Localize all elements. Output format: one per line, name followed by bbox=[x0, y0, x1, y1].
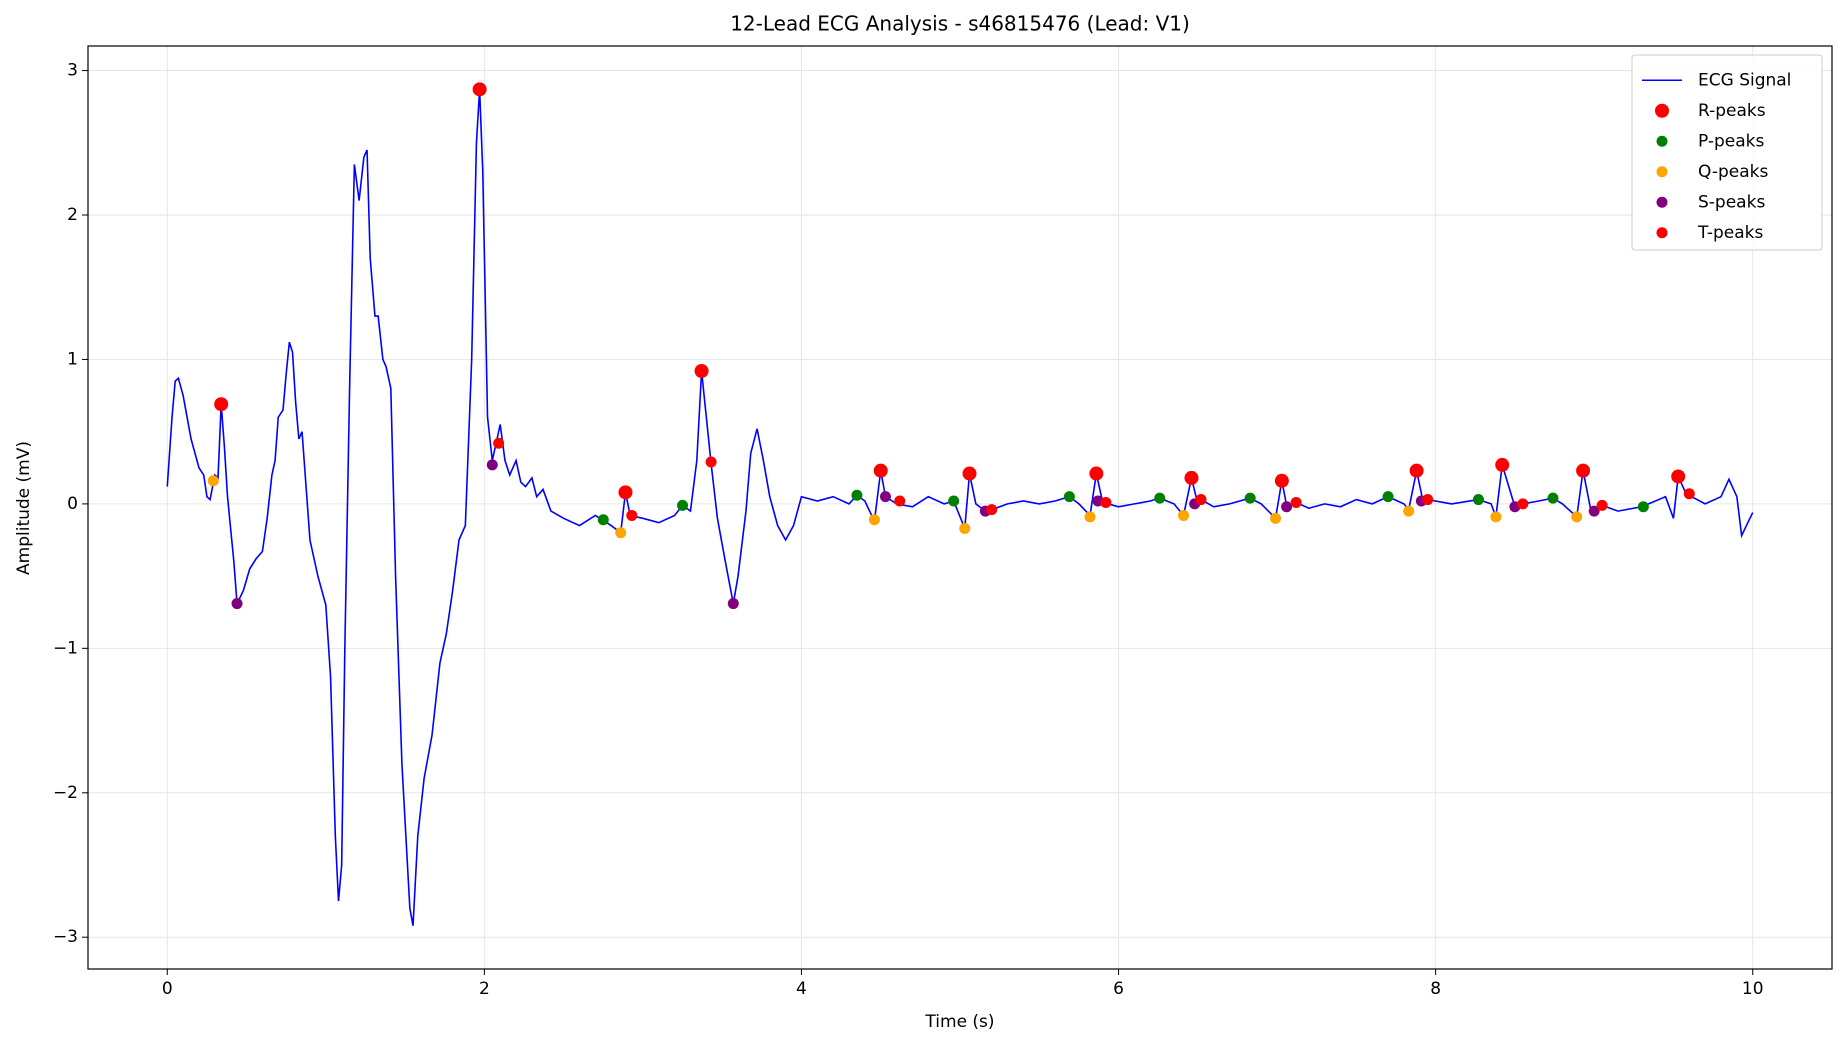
peak-marker bbox=[1281, 501, 1293, 513]
peak-marker bbox=[626, 509, 638, 521]
peak-marker bbox=[851, 489, 863, 501]
peak-marker bbox=[1195, 494, 1207, 506]
legend-label: ECG Signal bbox=[1698, 70, 1791, 90]
peak-marker bbox=[1490, 511, 1502, 523]
peak-marker bbox=[677, 499, 689, 511]
legend-label: P-peaks bbox=[1698, 131, 1765, 151]
peak-marker bbox=[472, 82, 487, 97]
peak-marker bbox=[894, 495, 906, 507]
peak-marker bbox=[1576, 463, 1591, 478]
plot-frame bbox=[87, 45, 1833, 970]
grid bbox=[88, 46, 1832, 969]
peak-marker bbox=[868, 514, 880, 526]
peak-marker bbox=[1178, 509, 1190, 521]
legend-box bbox=[1631, 54, 1823, 251]
peak-marker bbox=[962, 466, 977, 481]
y-tick-label: 3 bbox=[67, 61, 78, 81]
y-axis-label: Amplitude (mV) bbox=[14, 441, 34, 575]
peak-marker bbox=[618, 485, 633, 500]
peak-marker bbox=[1637, 501, 1649, 513]
peak-marker bbox=[1382, 491, 1394, 503]
peak-marker bbox=[1517, 498, 1529, 510]
peak-marker bbox=[879, 491, 891, 503]
x-tick-label: 6 bbox=[1113, 979, 1124, 999]
peak-marker bbox=[1184, 470, 1199, 485]
legend-swatch bbox=[1656, 196, 1668, 208]
peak-marker bbox=[1154, 492, 1166, 504]
peak-marker bbox=[1547, 492, 1559, 504]
peak-marker bbox=[694, 364, 709, 378]
x-tick-label: 4 bbox=[796, 979, 807, 999]
peak-marker bbox=[486, 459, 498, 471]
peak-marker bbox=[1422, 494, 1434, 506]
peak-marker bbox=[1084, 511, 1096, 523]
peak-marker bbox=[1270, 512, 1282, 524]
peak-marker bbox=[873, 463, 888, 478]
legend-swatch bbox=[1656, 227, 1668, 239]
chart-title: 12-Lead ECG Analysis - s46815476 (Lead: … bbox=[730, 12, 1190, 36]
legend-label: T-peaks bbox=[1697, 223, 1763, 243]
peak-marker bbox=[1588, 505, 1600, 517]
legend-swatch bbox=[1656, 135, 1668, 147]
peak-marker bbox=[727, 598, 739, 610]
peak-marker bbox=[948, 495, 960, 507]
legend-label: Q-peaks bbox=[1698, 162, 1769, 182]
y-tick-label: 1 bbox=[67, 349, 78, 369]
peak-marker bbox=[231, 598, 243, 610]
legend-swatch bbox=[1656, 166, 1668, 178]
peak-marker bbox=[1244, 492, 1256, 504]
peak-marker bbox=[615, 527, 627, 539]
peak-marker bbox=[207, 475, 219, 487]
peak-marker bbox=[1290, 496, 1302, 508]
peak-marker bbox=[1683, 488, 1695, 500]
peak-marker bbox=[1596, 499, 1608, 511]
y-tick-label: −1 bbox=[53, 638, 78, 658]
peak-marker bbox=[597, 514, 609, 526]
peak-marker bbox=[1495, 457, 1510, 472]
y-tick-label: 0 bbox=[67, 494, 78, 514]
x-tick-label: 2 bbox=[479, 979, 490, 999]
peak-marker bbox=[705, 456, 717, 468]
peak-marker bbox=[493, 437, 505, 449]
peak-marker bbox=[1472, 494, 1484, 506]
peak-marker bbox=[1671, 469, 1686, 484]
legend: ECG Signal R-peaks P-peaks Q-peaks S-peaks T-… bbox=[1631, 54, 1823, 251]
x-tick-label: 0 bbox=[162, 979, 173, 999]
legend-label: R-peaks bbox=[1698, 101, 1766, 121]
y-tick-label: −2 bbox=[53, 783, 78, 803]
peak-marker bbox=[1089, 466, 1104, 481]
peak-marker bbox=[986, 504, 998, 516]
legend-swatch bbox=[1655, 103, 1669, 118]
x-axis-label: Time (s) bbox=[924, 1012, 994, 1032]
peak-marker bbox=[1571, 511, 1583, 523]
peak-marker bbox=[214, 397, 229, 412]
legend-label: S-peaks bbox=[1698, 192, 1765, 212]
y-tick-label: 2 bbox=[67, 205, 78, 225]
x-tick-label: 8 bbox=[1430, 979, 1441, 999]
peak-marker bbox=[1274, 473, 1289, 488]
peak-marker bbox=[1063, 491, 1075, 503]
peak-marker bbox=[1100, 496, 1112, 508]
y-tick-label: −3 bbox=[53, 927, 78, 947]
peak-marker bbox=[1409, 463, 1424, 478]
peak-marker bbox=[1403, 505, 1415, 517]
x-tick-label: 10 bbox=[1742, 979, 1764, 999]
peak-marker bbox=[959, 522, 971, 534]
